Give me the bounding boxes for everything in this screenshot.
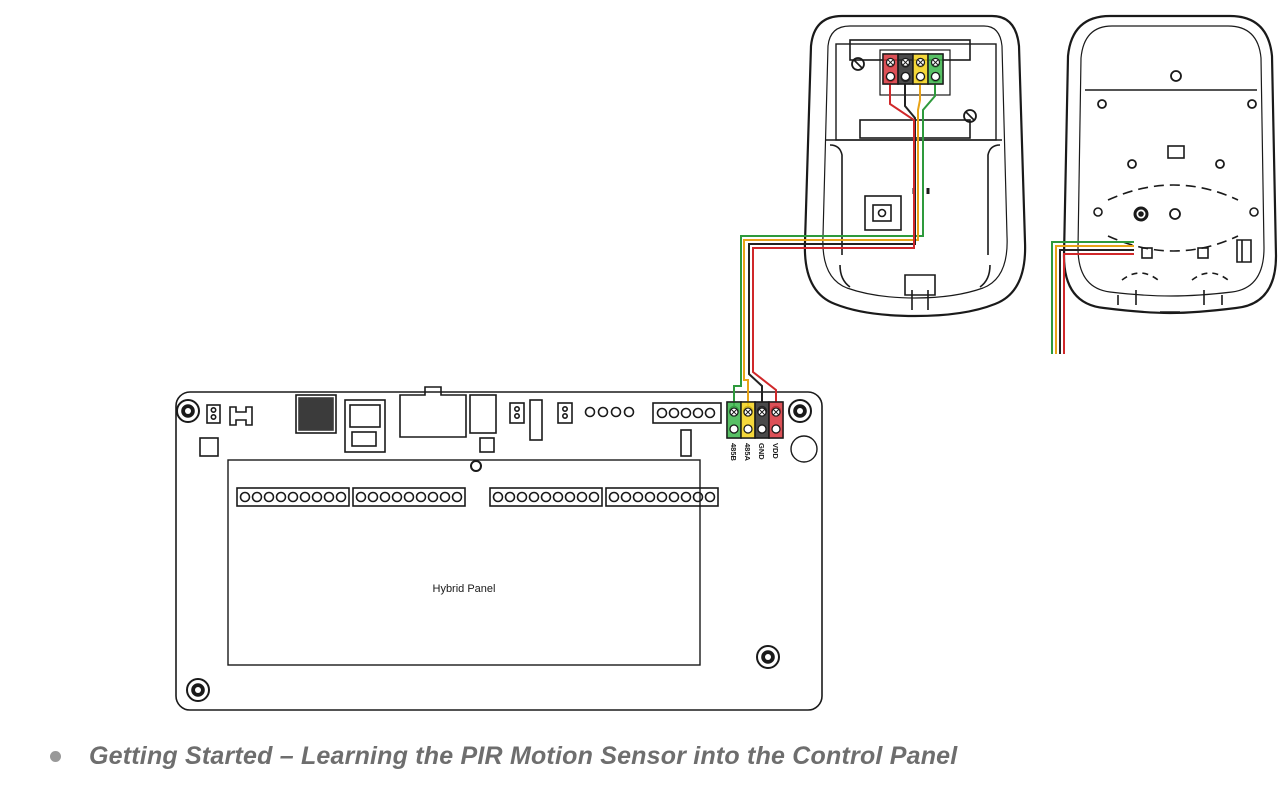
terminal-label-gnd: GND [757,443,766,460]
bullet-icon [50,750,61,762]
terminal-screw [915,71,926,82]
screw-icon [756,645,780,669]
screw-cross [731,409,737,416]
buzzer [790,435,818,463]
terminal-screw [771,424,781,434]
terminal-screw [729,424,739,434]
terminal-label-485a: 485A [743,443,752,462]
wire-harness [733,84,936,406]
terminal-screw [743,424,753,434]
terminal-strip [236,487,466,507]
terminal-screw [900,71,911,82]
screw-icon [186,678,210,702]
screw-icon [788,399,812,423]
screw-cross [773,409,779,416]
terminal-screw [885,71,896,82]
connector [295,394,337,434]
section-heading: Getting Started – Learning the PIR Motio… [50,734,1230,778]
screw-cross [887,59,894,66]
panel-label: Hybrid Panel [433,583,496,595]
pir-sensor-back [1062,14,1278,315]
terminal-screw [930,71,941,82]
terminal-label-485b: 485B [729,443,738,462]
hybrid-panel-board [175,386,823,711]
screw-cross [917,59,924,66]
jumper [206,404,221,424]
screw-icon [176,399,200,423]
terminal-label-vdd: VDD [771,443,780,459]
wire-harness-back [1051,241,1134,354]
terminal-screw [757,424,767,434]
screw-cross [745,409,751,416]
screw-cross [902,59,909,66]
wire-gnd [748,84,916,402]
screw-cross [932,59,939,66]
screw-cross [759,409,765,416]
panel-module [227,459,701,666]
wire-485b [733,84,936,406]
wire-vdd [752,84,915,402]
terminal-strip [489,487,719,507]
wiring-diagram: Hybrid Panel 485B 485A GND VDD [175,14,1278,711]
heading-text: Getting Started – Learning the PIR Motio… [89,741,958,770]
wire-485a [743,84,921,406]
